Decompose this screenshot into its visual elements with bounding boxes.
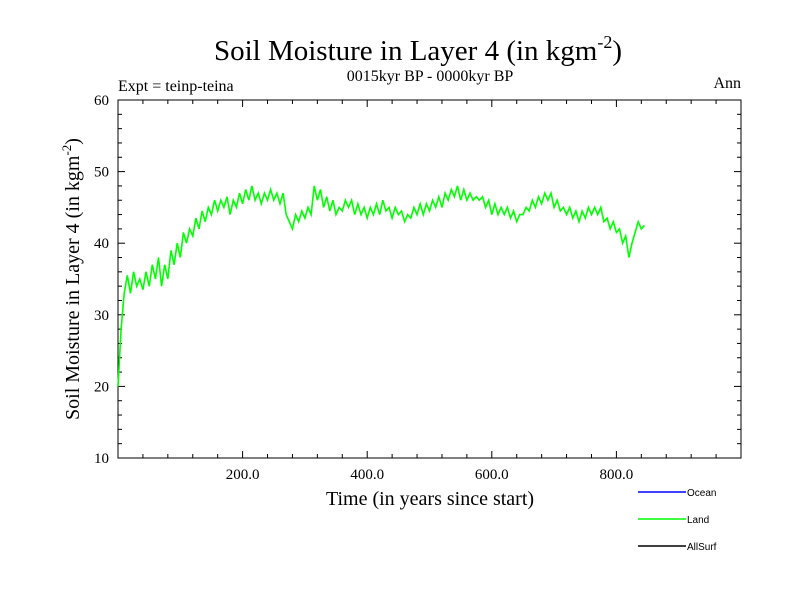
series-line-land [117, 185, 646, 387]
legend-label-allsurf: AllSurf [687, 542, 717, 553]
x-axis: 200.0 400.0 600.0 800.0 [142, 100, 717, 483]
y-axis-label: Soil Moisture in Layer 4 (in kgm-2) [59, 138, 84, 420]
y-tick-label: 10 [94, 451, 109, 467]
y-tick-label: 20 [94, 379, 109, 395]
x-tick-label: 800.0 [600, 467, 634, 483]
chart-subtitle: 0015kyr BP - 0000kyr BP [347, 68, 514, 85]
legend: Ocean Land AllSurf [638, 488, 717, 553]
y-tick-label: 40 [94, 236, 109, 252]
x-axis-label: Time (in years since start) [326, 488, 534, 510]
y-tick-label: 60 [94, 93, 109, 109]
x-tick-label: 400.0 [350, 467, 384, 483]
y-tick-label: 50 [94, 165, 109, 181]
y-axis: 10 20 30 40 50 60 [94, 93, 741, 467]
chart-title: Soil Moisture in Layer 4 (in kgm-2) [214, 32, 622, 67]
x-tick-label: 200.0 [226, 467, 260, 483]
experiment-label: Expt = teinp-teina [118, 78, 234, 95]
y-tick-label: 30 [94, 308, 109, 324]
legend-label-land: Land [687, 515, 709, 526]
legend-label-ocean: Ocean [687, 488, 716, 499]
series-group [117, 185, 646, 387]
season-label: Ann [713, 75, 741, 92]
x-tick-label: 600.0 [475, 467, 509, 483]
plot-frame [117, 99, 742, 459]
